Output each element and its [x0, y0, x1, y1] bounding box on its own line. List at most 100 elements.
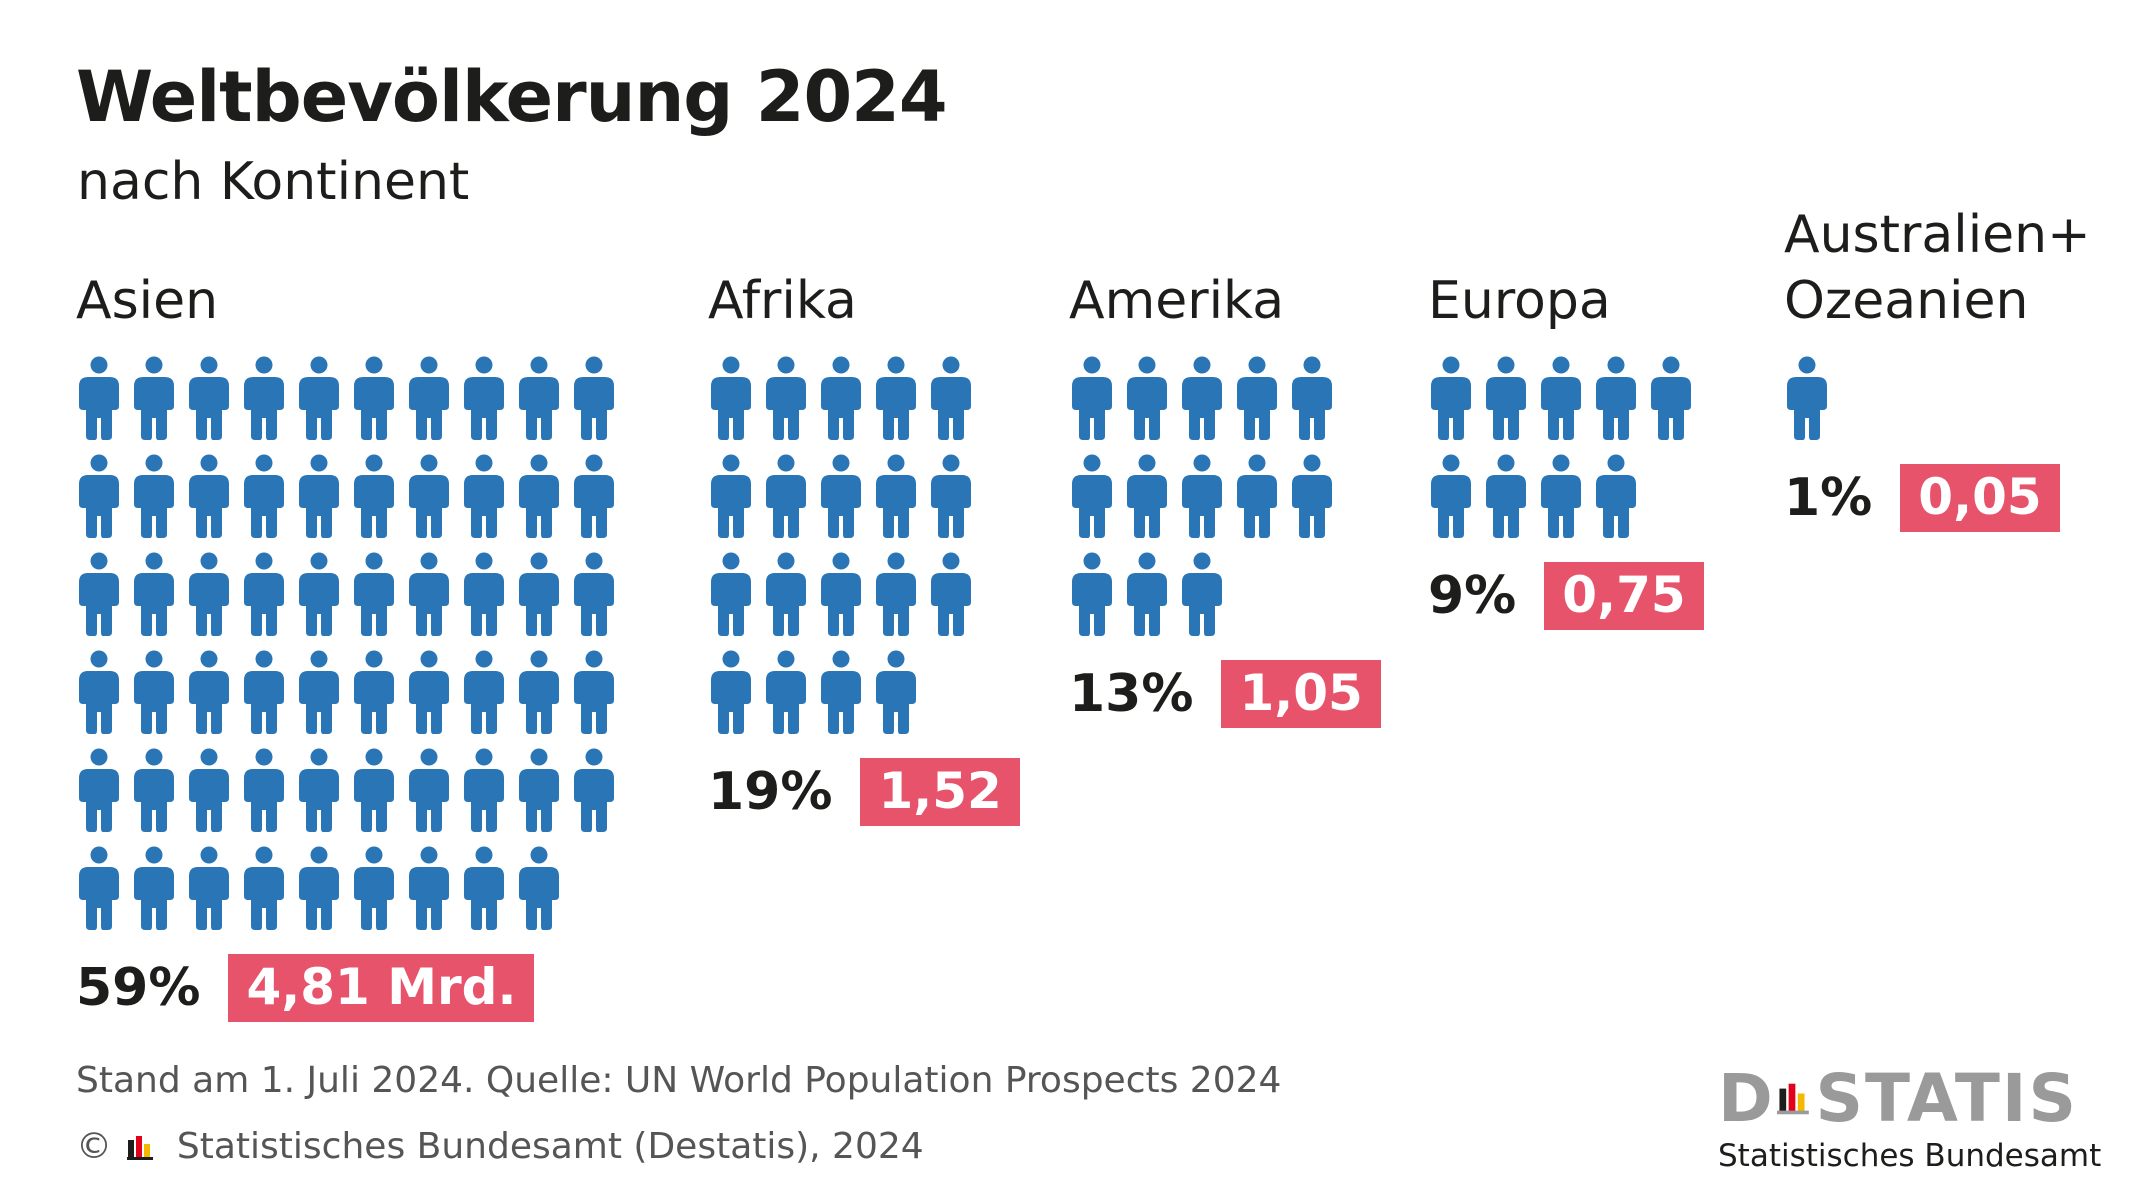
value-badge: 0,75 [1544, 562, 1704, 630]
person-icon [873, 650, 928, 736]
person-icon [1784, 356, 1839, 442]
person-icon [928, 356, 983, 442]
person-icon [296, 650, 351, 736]
person-icon [131, 454, 186, 540]
person-icon [1179, 454, 1234, 540]
logo-bars-icon [1776, 1083, 1809, 1115]
person-icon [1069, 356, 1124, 442]
person-icon [186, 846, 241, 932]
continent-stats: 9% 0,75 [1428, 562, 1704, 630]
continent-group-europa: Europa 9% 0,75 [1428, 271, 1704, 630]
person-icon [571, 552, 626, 638]
person-icon [351, 650, 406, 736]
person-icon [241, 454, 296, 540]
copyright-line: © Statistisches Bundesamt (Destatis), 20… [76, 1126, 924, 1167]
destatis-logo: D STATIS Statistisches Bundesamt [1718, 1066, 2102, 1175]
logo-wordmark-text: STATIS [1815, 1060, 2078, 1137]
continent-label-text: Europa [1428, 271, 1611, 331]
person-icon [76, 846, 131, 932]
percent-label: 1% [1784, 468, 1873, 528]
destatis-bars-icon [127, 1136, 154, 1160]
person-icon [241, 552, 296, 638]
continent-group-australien-ozeanien: Australien+ Ozeanien 1% 0,05 [1784, 205, 2091, 532]
person-icon [406, 552, 461, 638]
percent-label: 19% [708, 762, 833, 822]
person-icon [1069, 552, 1124, 638]
person-icon [76, 454, 131, 540]
person-icon [818, 454, 873, 540]
continent-stats: 59% 4,81 Mrd. [76, 954, 626, 1022]
person-icon [708, 650, 763, 736]
continent-label-line1: Australien+ [1784, 205, 2091, 265]
person-icon [1234, 356, 1289, 442]
person-icon [296, 454, 351, 540]
person-icon [461, 552, 516, 638]
person-icon [1483, 356, 1538, 442]
logo-d-letter: D [1718, 1060, 1775, 1137]
person-icon [241, 846, 296, 932]
person-icon [873, 356, 928, 442]
logo-subline: Statistisches Bundesamt [1718, 1138, 2102, 1174]
continent-group-amerika: Amerika 13% 1,05 [1069, 271, 1381, 728]
continent-group-asien: Asien 59% 4,81 Mrd. [76, 271, 626, 1022]
person-icon [818, 356, 873, 442]
person-icon [571, 650, 626, 736]
person-icon [1289, 356, 1344, 442]
person-icon [406, 454, 461, 540]
person-icon [406, 748, 461, 834]
person-icon [818, 650, 873, 736]
person-icon [1234, 454, 1289, 540]
person-icon [928, 454, 983, 540]
person-icon [763, 552, 818, 638]
person-icon [516, 552, 571, 638]
continent-label: Amerika [1069, 268, 1284, 334]
person-icon [1428, 356, 1483, 442]
percent-label: 13% [1069, 664, 1194, 724]
person-icon [296, 846, 351, 932]
percent-label: 9% [1428, 566, 1517, 626]
person-icon [1069, 454, 1124, 540]
person-icon [296, 748, 351, 834]
icon-grid [1428, 356, 1704, 552]
person-icon [516, 846, 571, 932]
person-icon [516, 454, 571, 540]
person-icon [241, 748, 296, 834]
person-icon [1289, 454, 1344, 540]
person-icon [351, 748, 406, 834]
person-icon [461, 356, 516, 442]
continent-label-line2: Ozeanien [1784, 271, 2029, 331]
person-icon [131, 650, 186, 736]
icon-grid [1784, 356, 2060, 454]
continent-label: Australien+ Ozeanien [1784, 202, 2091, 334]
person-icon [186, 650, 241, 736]
person-icon [241, 650, 296, 736]
person-icon [1648, 356, 1703, 442]
person-icon [186, 454, 241, 540]
person-icon [76, 356, 131, 442]
logo-wordmark: D STATIS [1718, 1066, 2078, 1132]
person-icon [818, 552, 873, 638]
continent-stats: 1% 0,05 [1784, 464, 2060, 532]
person-icon [1593, 454, 1648, 540]
person-icon [1124, 552, 1179, 638]
person-icon [1179, 552, 1234, 638]
value-badge: 0,05 [1900, 464, 2060, 532]
person-icon [571, 356, 626, 442]
continent-label: Afrika [708, 268, 857, 334]
person-icon [351, 356, 406, 442]
person-icon [461, 748, 516, 834]
person-icon [571, 454, 626, 540]
person-icon [131, 846, 186, 932]
person-icon [708, 356, 763, 442]
chart-subtitle: nach Kontinent [77, 152, 470, 212]
continent-label-text: Asien [76, 271, 219, 331]
person-icon [928, 552, 983, 638]
person-icon [516, 748, 571, 834]
percent-label: 59% [76, 958, 201, 1018]
copyright-text: Statistisches Bundesamt (Destatis), 2024 [176, 1126, 924, 1167]
icon-grid [76, 356, 626, 944]
person-icon [571, 748, 626, 834]
person-icon [186, 552, 241, 638]
continent-label: Europa [1428, 268, 1611, 334]
person-icon [1483, 454, 1538, 540]
